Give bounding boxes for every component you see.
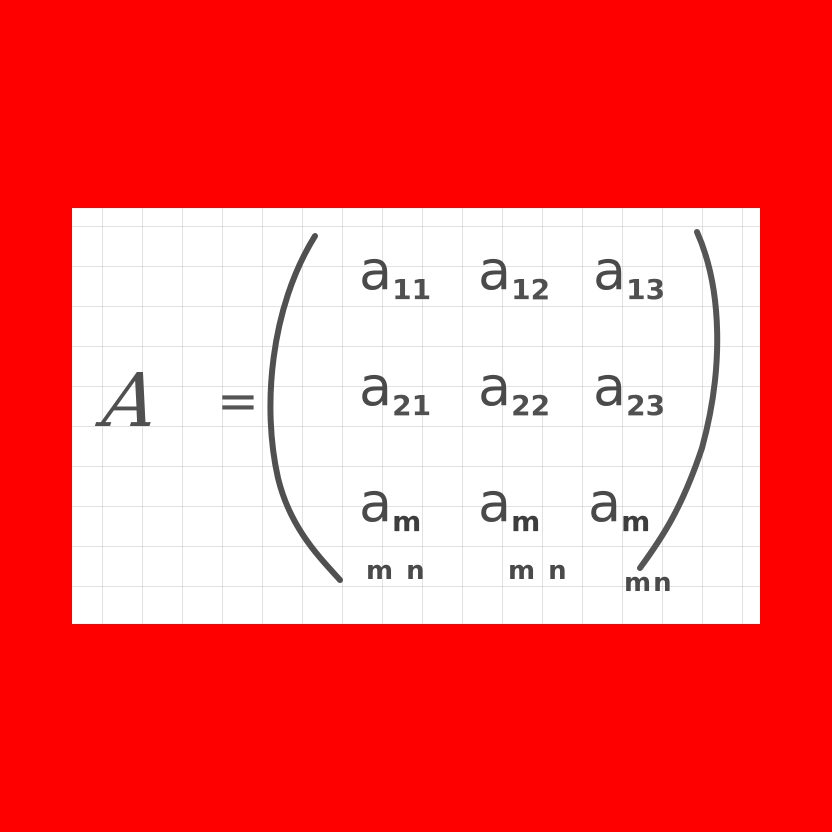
- entry-base: a: [593, 355, 626, 418]
- matrix-entry-am1: am: [359, 476, 421, 536]
- entry-base: a: [359, 239, 392, 302]
- entry-base: a: [478, 355, 511, 418]
- entry-subscript: m: [392, 505, 422, 538]
- last-row-note-3: mn: [624, 568, 674, 598]
- entry-subscript: 13: [626, 273, 666, 306]
- last-row-note-1: m n: [366, 556, 427, 586]
- graph-paper-sheet: A = a11 a12 a13 a21 a22 a23 am am am: [72, 208, 760, 624]
- entry-subscript: 21: [392, 389, 432, 422]
- entry-base: a: [588, 471, 621, 534]
- matrix-brackets: [267, 229, 721, 583]
- equals-sign: =: [217, 372, 259, 430]
- right-parenthesis: [637, 229, 721, 571]
- matrix-entry-a23: a23: [593, 360, 665, 420]
- entry-subscript: 12: [511, 273, 551, 306]
- matrix-entry-a22: a22: [478, 360, 550, 420]
- entry-subscript: 22: [511, 389, 551, 422]
- entry-base: a: [478, 471, 511, 534]
- matrix-name-A: A: [97, 358, 164, 444]
- entry-subscript: m: [511, 505, 541, 538]
- entry-subscript: m: [621, 505, 651, 538]
- entry-subscript: 11: [392, 273, 432, 306]
- matrix-entry-a21: a21: [359, 360, 431, 420]
- entry-base: a: [478, 239, 511, 302]
- matrix-entry-a13: a13: [593, 244, 665, 304]
- matrix-entry-am3: am: [588, 476, 650, 536]
- entry-base: a: [593, 239, 626, 302]
- matrix-entry-a12: a12: [478, 244, 550, 304]
- matrix-entry-am2: am: [478, 476, 540, 536]
- matrix-entry-a11: a11: [359, 244, 431, 304]
- entry-subscript: 23: [626, 389, 666, 422]
- last-row-note-2: m n: [508, 556, 569, 586]
- entry-base: a: [359, 471, 392, 534]
- entry-base: a: [359, 355, 392, 418]
- left-parenthesis: [267, 233, 343, 583]
